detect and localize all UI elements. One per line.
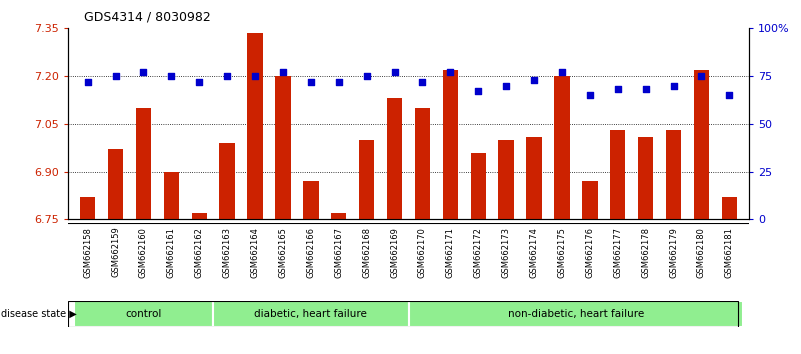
Point bbox=[304, 79, 317, 85]
Point bbox=[444, 69, 457, 75]
Text: GSM662172: GSM662172 bbox=[473, 227, 483, 278]
Bar bbox=[443, 70, 458, 219]
Point bbox=[137, 69, 150, 75]
Point bbox=[639, 87, 652, 92]
Bar bbox=[610, 130, 626, 219]
Bar bbox=[108, 149, 123, 219]
Point bbox=[611, 87, 624, 92]
Bar bbox=[74, 301, 213, 327]
Text: GSM662180: GSM662180 bbox=[697, 227, 706, 278]
Bar bbox=[219, 143, 235, 219]
Text: GSM662178: GSM662178 bbox=[641, 227, 650, 278]
Bar bbox=[135, 108, 151, 219]
Bar bbox=[415, 108, 430, 219]
Point bbox=[723, 92, 736, 98]
Text: GSM662168: GSM662168 bbox=[362, 227, 371, 278]
Text: GSM662169: GSM662169 bbox=[390, 227, 399, 278]
Text: control: control bbox=[125, 309, 162, 319]
Bar bbox=[694, 70, 709, 219]
Bar bbox=[666, 130, 682, 219]
Bar bbox=[80, 197, 95, 219]
Text: GSM662160: GSM662160 bbox=[139, 227, 148, 278]
Text: GSM662159: GSM662159 bbox=[111, 227, 120, 278]
Text: GSM662175: GSM662175 bbox=[557, 227, 566, 278]
Point bbox=[667, 83, 680, 88]
Text: GSM662174: GSM662174 bbox=[529, 227, 538, 278]
Point bbox=[500, 83, 513, 88]
Text: disease state ▶: disease state ▶ bbox=[1, 309, 77, 319]
Text: GSM662170: GSM662170 bbox=[418, 227, 427, 278]
Bar bbox=[359, 140, 374, 219]
Text: GSM662179: GSM662179 bbox=[669, 227, 678, 278]
Point bbox=[416, 79, 429, 85]
Text: GSM662167: GSM662167 bbox=[334, 227, 344, 278]
Text: GSM662164: GSM662164 bbox=[251, 227, 260, 278]
Bar bbox=[498, 140, 514, 219]
Point bbox=[556, 69, 569, 75]
Point bbox=[472, 88, 485, 94]
Point bbox=[583, 92, 596, 98]
Text: GDS4314 / 8030982: GDS4314 / 8030982 bbox=[84, 11, 211, 24]
Point bbox=[193, 79, 206, 85]
Text: GSM662158: GSM662158 bbox=[83, 227, 92, 278]
Point bbox=[109, 73, 122, 79]
Bar bbox=[276, 76, 291, 219]
Bar bbox=[191, 213, 207, 219]
Bar bbox=[248, 33, 263, 219]
Bar bbox=[722, 197, 737, 219]
Point bbox=[276, 69, 289, 75]
Text: GSM662162: GSM662162 bbox=[195, 227, 203, 278]
Text: GSM662176: GSM662176 bbox=[586, 227, 594, 278]
Bar bbox=[582, 181, 598, 219]
Point bbox=[332, 79, 345, 85]
Text: GSM662173: GSM662173 bbox=[501, 227, 511, 278]
Point bbox=[221, 73, 234, 79]
Text: diabetic, heart failure: diabetic, heart failure bbox=[255, 309, 368, 319]
Point bbox=[165, 73, 178, 79]
Text: GSM662181: GSM662181 bbox=[725, 227, 734, 278]
Point bbox=[528, 77, 541, 83]
Bar bbox=[163, 172, 179, 219]
Bar bbox=[526, 137, 541, 219]
Point bbox=[695, 73, 708, 79]
Point bbox=[360, 73, 373, 79]
Text: GSM662163: GSM662163 bbox=[223, 227, 231, 278]
Bar bbox=[554, 76, 570, 219]
Bar bbox=[638, 137, 654, 219]
Text: GSM662177: GSM662177 bbox=[614, 227, 622, 278]
Text: GSM662161: GSM662161 bbox=[167, 227, 176, 278]
Text: GSM662171: GSM662171 bbox=[446, 227, 455, 278]
Bar bbox=[331, 213, 346, 219]
Text: GSM662166: GSM662166 bbox=[306, 227, 316, 278]
Bar bbox=[471, 153, 486, 219]
Text: GSM662165: GSM662165 bbox=[279, 227, 288, 278]
Bar bbox=[303, 181, 319, 219]
Point bbox=[388, 69, 401, 75]
Bar bbox=[387, 98, 402, 219]
Point bbox=[248, 73, 261, 79]
Bar bbox=[409, 301, 743, 327]
Point bbox=[81, 79, 94, 85]
Text: non-diabetic, heart failure: non-diabetic, heart failure bbox=[508, 309, 644, 319]
Bar bbox=[213, 301, 409, 327]
